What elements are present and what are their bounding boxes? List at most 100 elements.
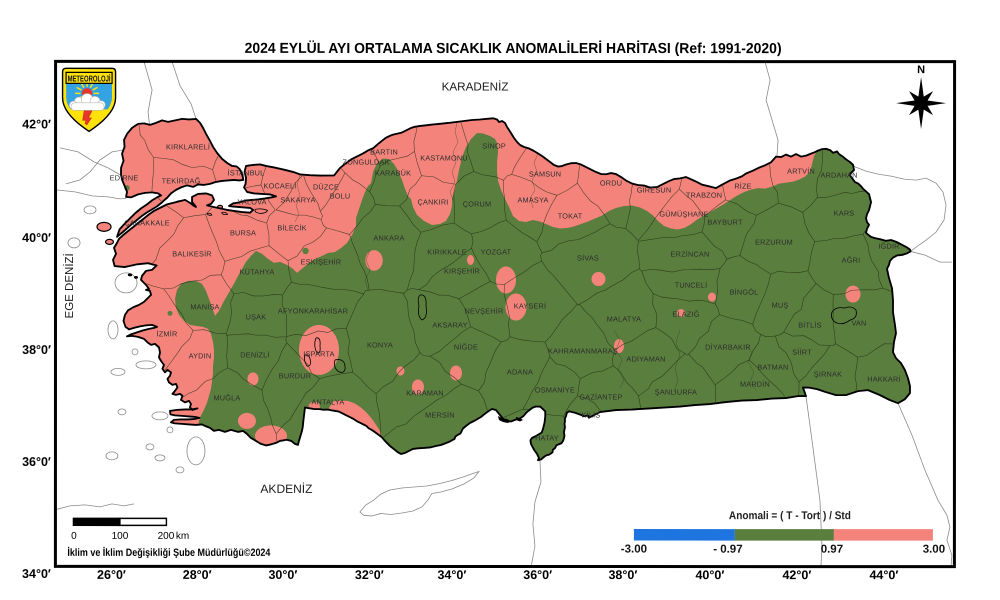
svg-text:Anomali = ( T - Tort ) / Std: Anomali = ( T - Tort ) / Std xyxy=(729,510,851,522)
svg-text:ANTALYA: ANTALYA xyxy=(311,397,344,406)
svg-text:3.00: 3.00 xyxy=(923,544,945,556)
svg-text:BİTLİS: BİTLİS xyxy=(798,321,822,330)
svg-text:İZMİR: İZMİR xyxy=(157,329,178,338)
svg-text:-3.00: -3.00 xyxy=(621,544,647,556)
svg-text:KARABÜK: KARABÜK xyxy=(375,168,411,177)
svg-text:EDİRNE: EDİRNE xyxy=(110,173,139,182)
svg-text:TRABZON: TRABZON xyxy=(686,191,722,200)
svg-text:MARDİN: MARDİN xyxy=(740,380,770,389)
svg-text:N: N xyxy=(917,64,925,76)
svg-text:38°0′: 38°0′ xyxy=(22,343,51,357)
svg-text:40°0′: 40°0′ xyxy=(22,231,51,245)
svg-text:AYDIN: AYDIN xyxy=(189,351,212,360)
svg-text:VAN: VAN xyxy=(851,319,866,328)
svg-text:KARAMAN: KARAMAN xyxy=(406,388,444,397)
svg-text:KAYSERİ: KAYSERİ xyxy=(514,302,547,311)
svg-text:BURSA: BURSA xyxy=(230,228,256,237)
svg-text:GAZİANTEP: GAZİANTEP xyxy=(579,393,622,402)
svg-text:DÜZCE: DÜZCE xyxy=(313,182,339,191)
svg-text:ARDAHAN: ARDAHAN xyxy=(820,171,857,180)
svg-text:DENİZLİ: DENİZLİ xyxy=(240,350,269,359)
svg-text:36°0′: 36°0′ xyxy=(523,568,552,582)
svg-text:km: km xyxy=(176,531,189,542)
svg-text:ADANA: ADANA xyxy=(507,368,533,377)
svg-text:MALATYA: MALATYA xyxy=(607,315,641,324)
svg-text:ANKARA: ANKARA xyxy=(373,233,404,242)
svg-text:SAMSUN: SAMSUN xyxy=(529,170,561,179)
svg-text:İklim ve İklim Değişikliği Şub: İklim ve İklim Değişikliği Şube Müdürlüğ… xyxy=(67,546,270,559)
svg-text:BİLECİK: BİLECİK xyxy=(277,223,306,232)
svg-text:MERSİN: MERSİN xyxy=(425,410,455,419)
svg-text:38°0′: 38°0′ xyxy=(608,568,637,582)
svg-text:RİZE: RİZE xyxy=(734,182,751,191)
svg-text:BOLU: BOLU xyxy=(330,191,351,200)
svg-text:32°0′: 32°0′ xyxy=(355,568,384,582)
svg-text:ARTVİN: ARTVİN xyxy=(787,167,815,176)
svg-text:ZONGULDAK: ZONGULDAK xyxy=(342,157,389,166)
svg-text:AĞRI: AĞRI xyxy=(842,256,861,265)
svg-text:BİNGÖL: BİNGÖL xyxy=(730,288,759,297)
svg-text:MUŞ: MUŞ xyxy=(772,301,789,310)
svg-text:ÇORUM: ÇORUM xyxy=(463,199,492,208)
svg-text:40°0′: 40°0′ xyxy=(695,568,724,582)
svg-text:HATAY: HATAY xyxy=(535,434,559,443)
svg-text:DİYARBAKIR: DİYARBAKIR xyxy=(705,343,751,352)
svg-text:BATMAN: BATMAN xyxy=(757,363,788,372)
svg-text:SİNOP: SİNOP xyxy=(482,141,506,150)
svg-text:TEKİRDAĞ: TEKİRDAĞ xyxy=(162,176,201,185)
svg-text:MUĞLA: MUĞLA xyxy=(213,393,240,402)
svg-text:BARTIN: BARTIN xyxy=(370,147,398,156)
svg-text:GÜMÜŞHANE: GÜMÜŞHANE xyxy=(659,210,708,219)
svg-text:SİVAS: SİVAS xyxy=(577,254,599,263)
svg-text:28°0′: 28°0′ xyxy=(183,568,212,582)
svg-text:KONYA: KONYA xyxy=(367,340,393,349)
svg-text:30°0′: 30°0′ xyxy=(268,568,297,582)
svg-text:2024 EYLÜL AYI ORTALAMA SICAKL: 2024 EYLÜL AYI ORTALAMA SICAKLIK ANOMALİ… xyxy=(245,40,782,57)
svg-text:ERZİNCAN: ERZİNCAN xyxy=(671,250,710,259)
svg-text:100: 100 xyxy=(112,531,129,542)
svg-text:AMASYA: AMASYA xyxy=(517,196,548,205)
svg-text:42°0′: 42°0′ xyxy=(22,117,51,131)
svg-text:NEVŞEHİR: NEVŞEHİR xyxy=(465,306,504,315)
svg-text:42°0′: 42°0′ xyxy=(782,568,811,582)
svg-text:YOZGAT: YOZGAT xyxy=(481,247,512,256)
svg-text:IĞDIR: IĞDIR xyxy=(878,242,899,251)
svg-text:YALOVA: YALOVA xyxy=(237,197,266,206)
svg-text:SAKARYA: SAKARYA xyxy=(280,195,315,204)
svg-text:KİLİS: KİLİS xyxy=(582,411,601,420)
svg-text:AKSARAY: AKSARAY xyxy=(432,320,467,329)
svg-text:34°0′: 34°0′ xyxy=(22,567,51,581)
svg-text:KIRŞEHİR: KIRŞEHİR xyxy=(444,266,480,275)
svg-text:0: 0 xyxy=(71,531,77,542)
svg-text:TOKAT: TOKAT xyxy=(558,212,583,221)
svg-text:TUNCELİ: TUNCELİ xyxy=(675,281,708,290)
svg-text:KASTAMONU: KASTAMONU xyxy=(420,153,467,162)
svg-text:ADIYAMAN: ADIYAMAN xyxy=(626,355,665,364)
svg-text:KIRIKKALE: KIRIKKALE xyxy=(427,247,467,256)
svg-text:NİĞDE: NİĞDE xyxy=(454,342,478,351)
svg-text:26°0′: 26°0′ xyxy=(97,568,126,582)
svg-text:AKDENİZ: AKDENİZ xyxy=(260,482,312,496)
svg-text:ERZURUM: ERZURUM xyxy=(755,238,793,247)
svg-text:ÇANKIRI: ÇANKIRI xyxy=(418,197,449,206)
svg-text:BALIKESİR: BALIKESİR xyxy=(172,249,212,258)
svg-text:ELAZIĞ: ELAZIĞ xyxy=(672,310,699,319)
svg-text:ORDU: ORDU xyxy=(600,179,622,188)
svg-text:ÇANAKKALE: ÇANAKKALE xyxy=(124,218,170,227)
svg-text:MANİSA: MANİSA xyxy=(190,302,219,311)
svg-text:KÜTAHYA: KÜTAHYA xyxy=(240,267,275,276)
svg-text:KARS: KARS xyxy=(834,209,855,218)
svg-text:ISPARTA: ISPARTA xyxy=(303,349,334,358)
svg-text:ESKİŞEHİR: ESKİŞEHİR xyxy=(301,257,342,266)
svg-text:AFYONKARAHİSAR: AFYONKARAHİSAR xyxy=(278,306,348,315)
svg-text:ŞIRNAK: ŞIRNAK xyxy=(814,370,842,379)
svg-text:200: 200 xyxy=(158,531,175,542)
svg-text:SİİRT: SİİRT xyxy=(792,348,812,357)
svg-text:44°0′: 44°0′ xyxy=(869,568,898,582)
svg-text:HAKKARİ: HAKKARİ xyxy=(867,375,900,384)
svg-text:KARADENİZ: KARADENİZ xyxy=(442,80,509,93)
svg-text:0.97: 0.97 xyxy=(821,544,843,556)
svg-text:METEOROLOJİ: METEOROLOJİ xyxy=(68,73,111,83)
svg-text:EGE DENİZİ: EGE DENİZİ xyxy=(63,253,76,318)
svg-text:OSMANİYE: OSMANİYE xyxy=(535,386,575,395)
